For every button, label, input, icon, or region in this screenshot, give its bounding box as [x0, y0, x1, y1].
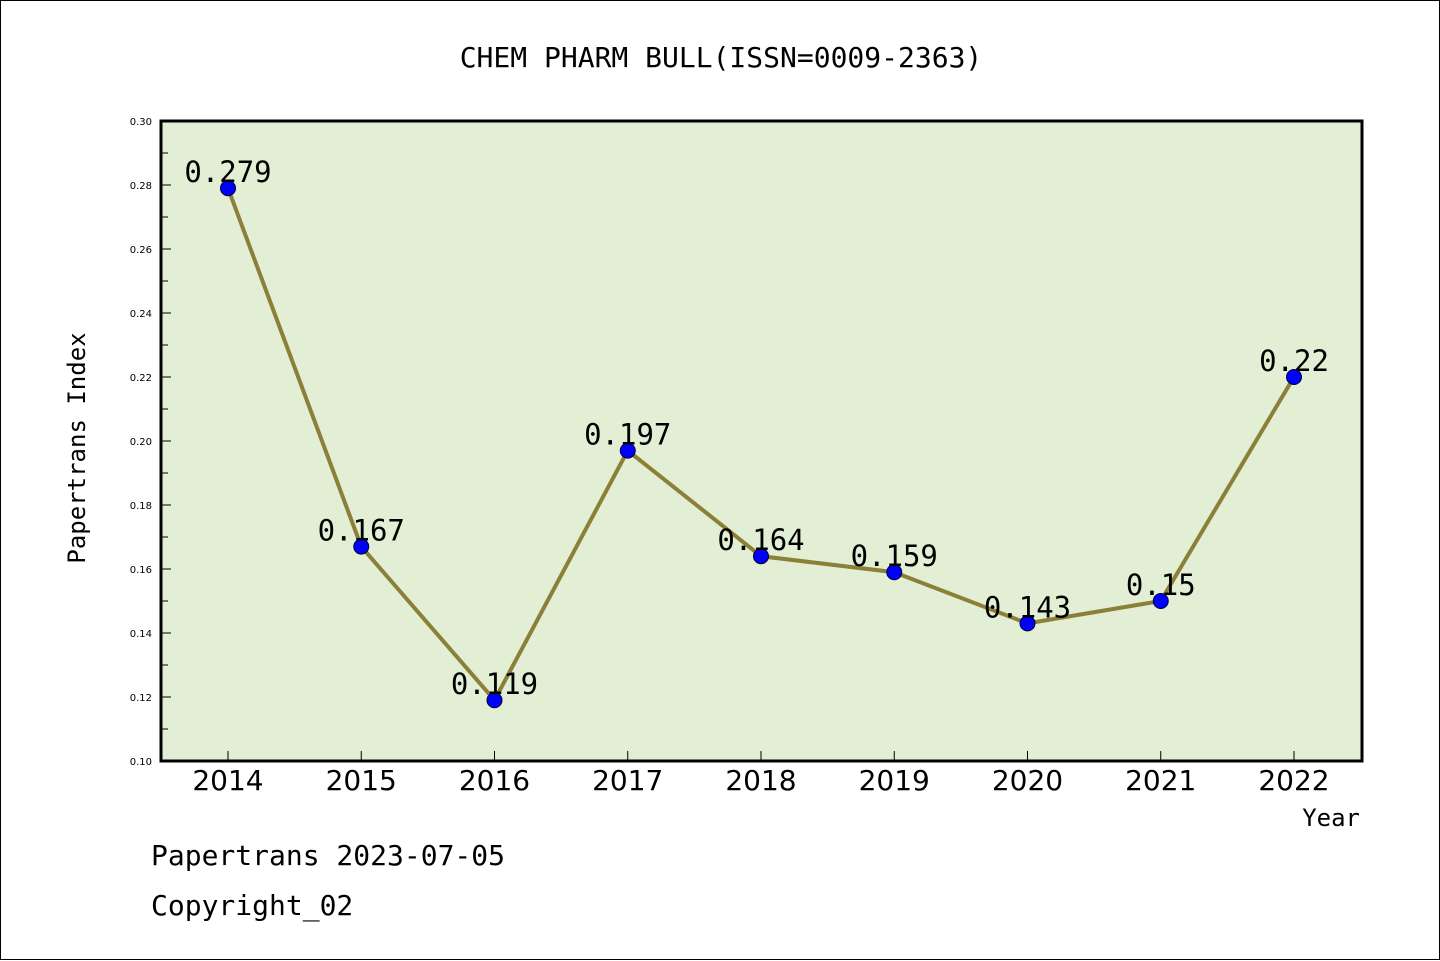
series-line-group	[220, 180, 1302, 709]
x-tick-label: 2014	[192, 764, 263, 797]
x-tick-label: 2022	[1258, 764, 1329, 797]
plot-border	[159, 119, 1364, 763]
y-tick-label: 0.12	[130, 693, 152, 704]
data-label: 0.22	[1259, 344, 1329, 378]
data-point	[619, 442, 636, 459]
data-point	[1286, 369, 1302, 385]
y-axis-label: Papertrans Index	[63, 332, 91, 563]
data-label: 0.197	[584, 418, 671, 452]
plot-area	[161, 121, 1362, 761]
y-tick-label: 0.26	[130, 245, 152, 256]
x-tick-label: 2016	[459, 764, 530, 797]
x-tick-label: 2020	[992, 764, 1063, 797]
x-tick-label: 2019	[859, 764, 930, 797]
x-axis: 2014 2015 2016 2017 2018 2019 2020 2021 2022	[192, 751, 1330, 797]
data-point	[1152, 593, 1169, 609]
y-tick-label: 0.28	[130, 181, 152, 192]
data-point	[353, 538, 370, 555]
y-tick-label: 0.10	[130, 757, 152, 768]
y-tick-label: 0.14	[130, 629, 152, 640]
data-point	[486, 692, 503, 709]
y-axis: 0.10 0.12 0.14 0.16 0.18 0.20 0.22 0.24 0.26 0.28…	[130, 117, 171, 768]
data-point	[753, 548, 769, 565]
y-tick-label: 0.20	[130, 437, 152, 448]
data-label-group: 0.279 0.167 0.119 0.197 0.164 0.159 0.143 0.15 0…	[184, 155, 1329, 701]
x-tick-label: 2015	[326, 764, 397, 797]
data-label: 0.143	[984, 590, 1071, 624]
y-tick-label: 0.24	[130, 309, 152, 320]
y-tick-label: 0.30	[130, 117, 152, 128]
y-tick-label: 0.22	[130, 373, 152, 384]
footer-copyright: Copyright_02	[151, 889, 353, 923]
x-tick-label: 2021	[1125, 764, 1196, 797]
data-label: 0.164	[717, 523, 804, 557]
data-point	[1019, 615, 1036, 632]
data-label: 0.119	[451, 667, 538, 701]
x-axis-label: Year	[1302, 804, 1360, 832]
footer-date: Papertrans 2023-07-05	[151, 839, 505, 872]
y-tick-label: 0.16	[130, 565, 152, 576]
x-tick-label: 2017	[592, 764, 663, 797]
data-label: 0.159	[851, 539, 938, 573]
data-point	[886, 564, 903, 581]
x-tick-label: 2018	[725, 764, 796, 797]
data-label: 0.15	[1126, 568, 1196, 602]
y-tick-label: 0.18	[130, 501, 152, 512]
chart-title: CHEM PHARM BULL(ISSN=0009-2363)	[460, 41, 983, 74]
data-label: 0.279	[184, 155, 271, 189]
data-point	[220, 180, 236, 197]
data-label: 0.167	[318, 514, 405, 548]
